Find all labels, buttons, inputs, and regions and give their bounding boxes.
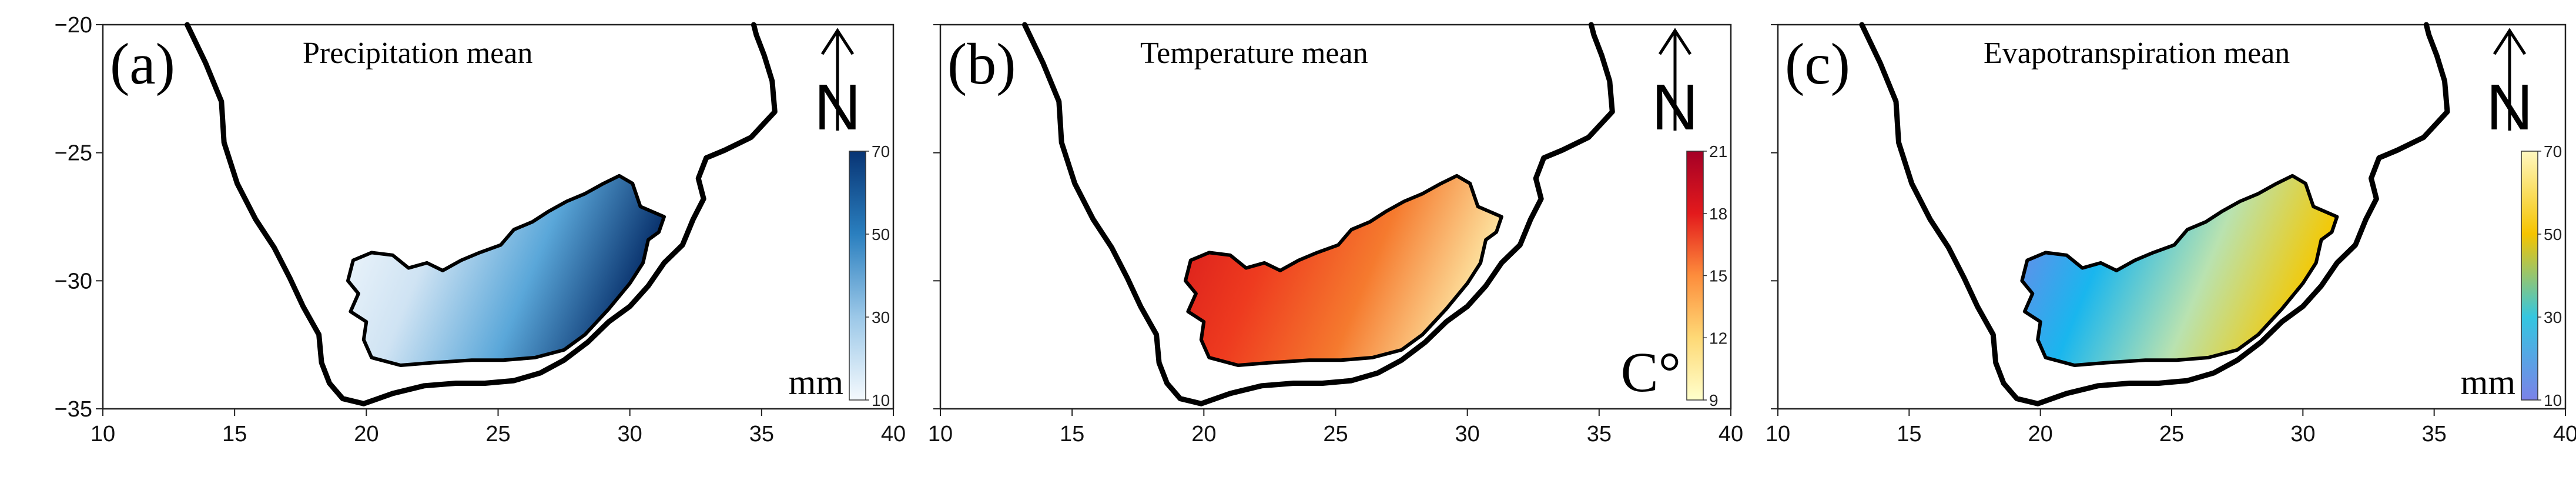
y-tick-label: −25: [55, 141, 92, 166]
x-tick-label: 20: [1191, 422, 1216, 446]
colorbar-tick-label: 30: [2544, 308, 2562, 326]
x-tick-label: 30: [2290, 422, 2315, 446]
colorbar-tick-label: 9: [1709, 391, 1719, 409]
north-arrow-icon: N: [814, 28, 861, 144]
colorbar-tick-label: 70: [872, 142, 890, 161]
x-tick-label: 10: [91, 422, 115, 446]
unit-label: mm: [2461, 363, 2515, 402]
unit-label: C°: [1621, 341, 1681, 404]
colorbar-ramp: [2521, 151, 2538, 401]
map-panel-3: 10 15 20 25 30 35 40 (c) Evapotranspiration mean…: [1766, 22, 2576, 446]
map-panel-2: 10 15 20 25 30 35 40 (b) Temperature mean N 21 18 15…: [928, 22, 1743, 446]
study-region: [2020, 174, 2339, 367]
panel-title: Precipitation mean: [303, 36, 532, 70]
x-tick-label: 35: [2422, 422, 2447, 446]
coastline: [1859, 22, 2450, 406]
colorbar-ramp: [849, 151, 866, 401]
x-tick-label: 10: [928, 422, 953, 446]
colorbar: 21 18 15 12 9: [1686, 142, 1727, 409]
y-tick-label: −35: [55, 397, 92, 422]
coastline: [1022, 22, 1615, 406]
x-tick-label: 25: [1323, 422, 1348, 446]
x-tick-label: 15: [222, 422, 247, 446]
north-letter: N: [814, 71, 860, 144]
y-tick-label: −20: [55, 13, 92, 38]
x-tick-label: 25: [2159, 422, 2184, 446]
study-region: [1184, 174, 1503, 367]
coastline: [185, 22, 778, 406]
colorbar-tick-label: 10: [872, 391, 890, 409]
x-tick-label: 35: [749, 422, 774, 446]
colorbar-tick-label: 15: [1709, 267, 1727, 285]
colorbar-tick-label: 12: [1709, 329, 1727, 347]
north-arrow-icon: N: [2486, 28, 2533, 144]
colorbar-ramp: [1686, 151, 1704, 401]
panel-label: (a): [110, 31, 175, 96]
x-tick-label: 15: [1060, 422, 1084, 446]
x-tick-label: 30: [618, 422, 642, 446]
x-tick-label: 10: [1766, 422, 1790, 446]
panel-label: (b): [947, 31, 1016, 96]
x-tick-label: 35: [1587, 422, 1612, 446]
north-letter: N: [1652, 71, 1698, 144]
panel-title: Temperature mean: [1140, 36, 1368, 70]
colorbar-tick-label: 18: [1709, 205, 1727, 223]
x-tick-label: 15: [1897, 422, 1921, 446]
x-tick-label: 20: [2028, 422, 2053, 446]
colorbar-tick-label: 50: [872, 225, 890, 244]
unit-label: mm: [789, 363, 843, 402]
colorbar-tick-label: 50: [2544, 225, 2562, 244]
x-tick-label: 25: [485, 422, 510, 446]
x-tick-label: 30: [1455, 422, 1480, 446]
y-tick-label: −30: [55, 269, 92, 294]
study-region: [346, 174, 666, 367]
panel-title: Evapotranspiration mean: [1984, 36, 2290, 70]
colorbar: 70 50 30 10: [2521, 142, 2562, 409]
panel-label: (c): [1785, 31, 1850, 96]
map-panel-1: 10 15 20 25 30 35 40 −20 −25 −30 −35 (a) Precipitati…: [55, 13, 906, 446]
x-tick-label: 20: [354, 422, 378, 446]
north-arrow-icon: N: [1652, 28, 1699, 144]
colorbar: 70 50 30 10: [849, 142, 890, 409]
x-tick-label: 40: [1719, 422, 1743, 446]
colorbar-tick-label: 30: [872, 308, 890, 326]
north-letter: N: [2486, 71, 2533, 144]
x-tick-label: 40: [881, 422, 906, 446]
x-tick-label: 40: [2553, 422, 2576, 446]
colorbar-tick-label: 70: [2544, 142, 2562, 161]
colorbar-tick-label: 21: [1709, 142, 1727, 161]
colorbar-tick-label: 10: [2544, 391, 2562, 409]
